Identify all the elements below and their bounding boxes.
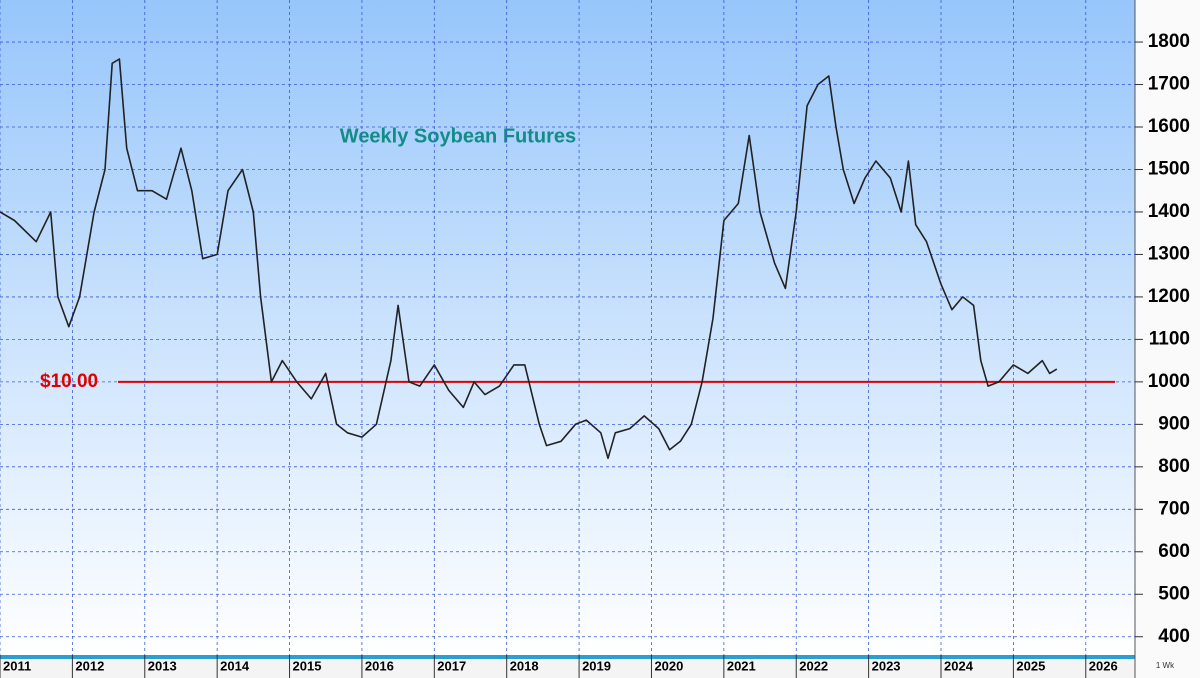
watermark: ProphetX xyxy=(1032,625,1099,642)
y-tick-label: 500 xyxy=(1158,583,1190,604)
y-tick-label: 1600 xyxy=(1148,116,1190,137)
price-line xyxy=(0,58,1058,460)
x-axis-band xyxy=(0,655,1135,659)
x-tick-label: 2024 xyxy=(944,658,974,673)
x-tick-label: 2012 xyxy=(75,658,104,673)
x-axis-area xyxy=(0,655,1135,678)
reference-label: $10.00 xyxy=(40,371,98,392)
x-tick-label: 2018 xyxy=(510,658,539,673)
x-tick-label: 2014 xyxy=(220,658,250,673)
x-tick-label: 2019 xyxy=(582,658,611,673)
x-tick-label: 2026 xyxy=(1089,658,1118,673)
x-tick-label: 2015 xyxy=(293,658,322,673)
y-tick-label: 900 xyxy=(1158,413,1190,434)
y-tick-label: 1700 xyxy=(1148,74,1190,95)
y-tick-label: 600 xyxy=(1158,541,1190,562)
x-tick-label: 2013 xyxy=(148,658,177,673)
y-axis-area xyxy=(1135,0,1200,678)
x-tick-label: 2017 xyxy=(437,658,466,673)
x-tick-label: 2022 xyxy=(799,658,828,673)
x-tick-label: 2011 xyxy=(3,658,31,673)
plot-area xyxy=(0,0,1135,655)
y-tick-label: 1400 xyxy=(1148,201,1190,222)
y-tick-label: 1800 xyxy=(1148,31,1190,52)
x-tick-label: 2021 xyxy=(727,658,756,673)
y-tick-label: 800 xyxy=(1158,456,1190,477)
y-tick-label: 400 xyxy=(1158,626,1190,647)
x-tick-label: 2016 xyxy=(365,658,394,673)
y-tick-label: 1500 xyxy=(1148,159,1190,180)
y-tick-label: 1000 xyxy=(1148,371,1190,392)
interval-label: 1 Wk xyxy=(1156,661,1175,670)
y-tick-label: 700 xyxy=(1158,498,1190,519)
y-tick-label: 1200 xyxy=(1148,286,1190,307)
chart-title: Weekly Soybean Futures xyxy=(340,125,576,147)
x-tick-label: 2023 xyxy=(872,658,901,673)
y-tick-label: 1100 xyxy=(1149,328,1190,349)
y-tick-label: 1300 xyxy=(1148,243,1190,264)
x-tick-label: 2025 xyxy=(1016,658,1045,673)
x-tick-label: 2020 xyxy=(654,658,683,673)
